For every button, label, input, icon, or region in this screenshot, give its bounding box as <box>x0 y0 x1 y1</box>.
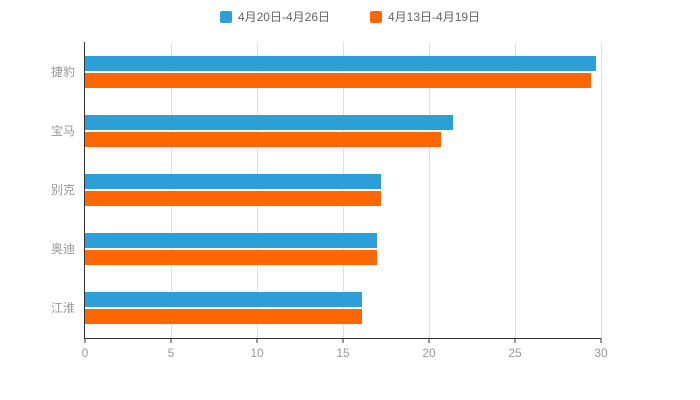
x-axis-tick <box>170 338 172 343</box>
x-tick-label: 30 <box>594 346 608 360</box>
y-category-label: 奥迪 <box>50 242 75 257</box>
legend-label-series-2: 4月13日-4月19日 <box>388 10 481 24</box>
bar-current-week <box>85 114 454 130</box>
x-tick-label: 5 <box>167 346 175 360</box>
bar-previous-week <box>85 250 378 266</box>
y-category-label: 捷豹 <box>50 64 75 79</box>
bar-current-week <box>85 233 378 249</box>
y-category-label: 江淮 <box>50 301 75 316</box>
bar-current-week <box>85 55 596 71</box>
x-axis-tick <box>514 338 516 343</box>
x-axis-tick <box>600 338 602 343</box>
y-category-label: 别克 <box>50 183 75 197</box>
bar-previous-week <box>85 72 591 88</box>
x-axis-tick <box>342 338 344 343</box>
x-axis-tick <box>428 338 430 343</box>
plot-area: 0 5 10 15 20 25 30 捷豹宝马别克奥迪江淮 <box>51 42 608 359</box>
bar-current-week <box>85 174 381 189</box>
x-tick-label: 10 <box>250 346 264 360</box>
x-tick-label: 25 <box>508 346 522 360</box>
x-tick-label: 20 <box>422 346 436 360</box>
x-axis-tick <box>256 338 258 343</box>
legend-label-series-1: 4月20日-4月26日 <box>237 10 330 24</box>
legend-swatch-blue <box>219 10 232 23</box>
y-category-label: 宝马 <box>50 123 75 138</box>
bar-previous-week <box>85 309 362 325</box>
bar-previous-week <box>85 131 442 147</box>
gridline <box>171 42 172 338</box>
gridline <box>601 42 602 338</box>
bar-previous-week <box>85 191 381 206</box>
gridline <box>343 42 344 338</box>
legend-item-series-2[interactable]: 4月13日-4月19日 <box>370 8 480 25</box>
x-tick-label: 15 <box>336 346 350 360</box>
gridline <box>515 42 516 338</box>
legend-item-series-1[interactable]: 4月20日-4月26日 <box>219 8 330 25</box>
x-axis-tick <box>84 338 86 343</box>
gridline <box>429 42 430 338</box>
legend: 4月20日-4月26日 4月13日-4月19日 <box>0 8 700 25</box>
x-tick-label: 0 <box>81 346 89 360</box>
bar-current-week <box>85 292 362 308</box>
legend-swatch-orange <box>370 10 382 23</box>
gridline <box>257 42 258 338</box>
